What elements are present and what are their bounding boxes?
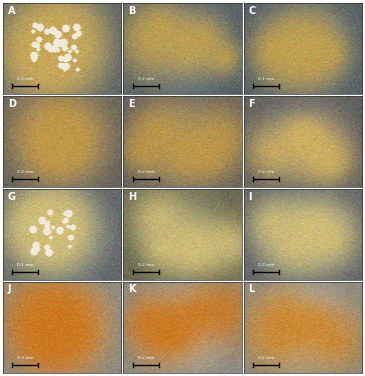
Text: 0.2 mm: 0.2 mm bbox=[17, 170, 34, 174]
Text: G: G bbox=[8, 191, 16, 202]
Text: 0.2 mm: 0.2 mm bbox=[17, 356, 34, 360]
Text: 0.1 mm: 0.1 mm bbox=[258, 77, 274, 82]
Text: L: L bbox=[249, 285, 255, 294]
Text: 0.1 mm: 0.1 mm bbox=[17, 263, 34, 267]
Text: F: F bbox=[249, 99, 255, 109]
Text: B: B bbox=[128, 6, 135, 16]
Text: 0.2 mm: 0.2 mm bbox=[258, 263, 274, 267]
Text: 0.2 mm: 0.2 mm bbox=[138, 356, 154, 360]
Text: A: A bbox=[8, 6, 15, 16]
Text: J: J bbox=[8, 285, 11, 294]
Text: 0.2 mm: 0.2 mm bbox=[138, 77, 154, 82]
Text: 0.2 mm: 0.2 mm bbox=[17, 77, 34, 82]
Text: C: C bbox=[249, 6, 256, 16]
Text: K: K bbox=[128, 285, 135, 294]
Text: I: I bbox=[249, 191, 252, 202]
Text: 0.2 mm: 0.2 mm bbox=[138, 170, 154, 174]
Text: 0.2 mm: 0.2 mm bbox=[138, 263, 154, 267]
Text: 0.2 mm: 0.2 mm bbox=[258, 356, 274, 360]
Text: 0.2 mm: 0.2 mm bbox=[258, 170, 274, 174]
Text: D: D bbox=[8, 99, 16, 109]
Text: H: H bbox=[128, 191, 136, 202]
Text: E: E bbox=[128, 99, 135, 109]
